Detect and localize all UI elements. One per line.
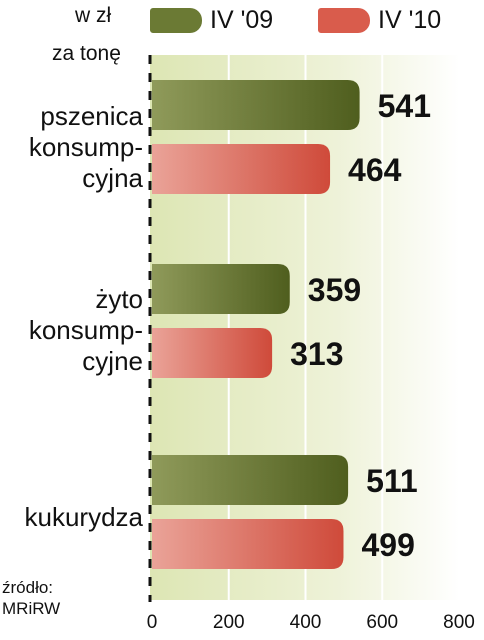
bar-value-label: 499	[361, 527, 414, 563]
x-tick-label: 0	[147, 612, 158, 633]
bar	[152, 264, 290, 314]
category-label-line: kukurydza	[24, 502, 144, 532]
category-label-line: konsump-	[28, 315, 143, 345]
legend-item-iv09: IV '09	[150, 6, 273, 35]
category-label-pszenica: pszenica konsump- cyjna	[29, 101, 143, 194]
bar	[152, 519, 344, 569]
source-line2: MRiRW	[2, 599, 61, 618]
bar-value-label: 359	[308, 272, 361, 308]
legend-label-iv10: IV '10	[378, 6, 442, 34]
legend-label-iv09: IV '09	[210, 6, 274, 34]
category-label-line: konsump-	[28, 132, 143, 162]
value-labels: 541 464 359 313 511 499	[290, 88, 431, 563]
source-note: źródło: MRiRW	[2, 577, 60, 619]
x-axis-ticks: 0 200 400 600 800	[147, 612, 475, 633]
x-tick-label: 400	[290, 612, 322, 633]
source-line1: źródło:	[2, 578, 54, 597]
bar	[152, 455, 349, 505]
bar	[152, 80, 360, 130]
bar	[152, 144, 331, 194]
legend-swatch-iv10	[318, 8, 370, 33]
category-label-kukurydza: kukurydza	[25, 502, 144, 533]
bar-value-label: 464	[348, 152, 402, 188]
bar-value-label: 541	[378, 88, 431, 124]
category-label-line: cyjne	[82, 346, 143, 376]
unit-label-line1: w zł	[75, 4, 112, 27]
legend-swatch-iv09	[150, 8, 202, 33]
bars	[152, 80, 360, 569]
unit-label-line2: za tonę	[52, 42, 121, 65]
bar	[152, 328, 273, 378]
category-label-line: pszenica	[40, 101, 143, 131]
x-tick-label: 200	[213, 612, 245, 633]
category-label-zyto: żyto konsump- cyjne	[29, 284, 143, 377]
legend-item-iv10: IV '10	[318, 6, 441, 35]
x-tick-label: 800	[443, 612, 475, 633]
bar-value-label: 313	[290, 336, 343, 372]
category-label-line: cyjna	[82, 163, 143, 193]
bar-value-label: 511	[366, 463, 418, 499]
category-label-line: żyto	[95, 284, 143, 314]
x-tick-label: 600	[366, 612, 398, 633]
